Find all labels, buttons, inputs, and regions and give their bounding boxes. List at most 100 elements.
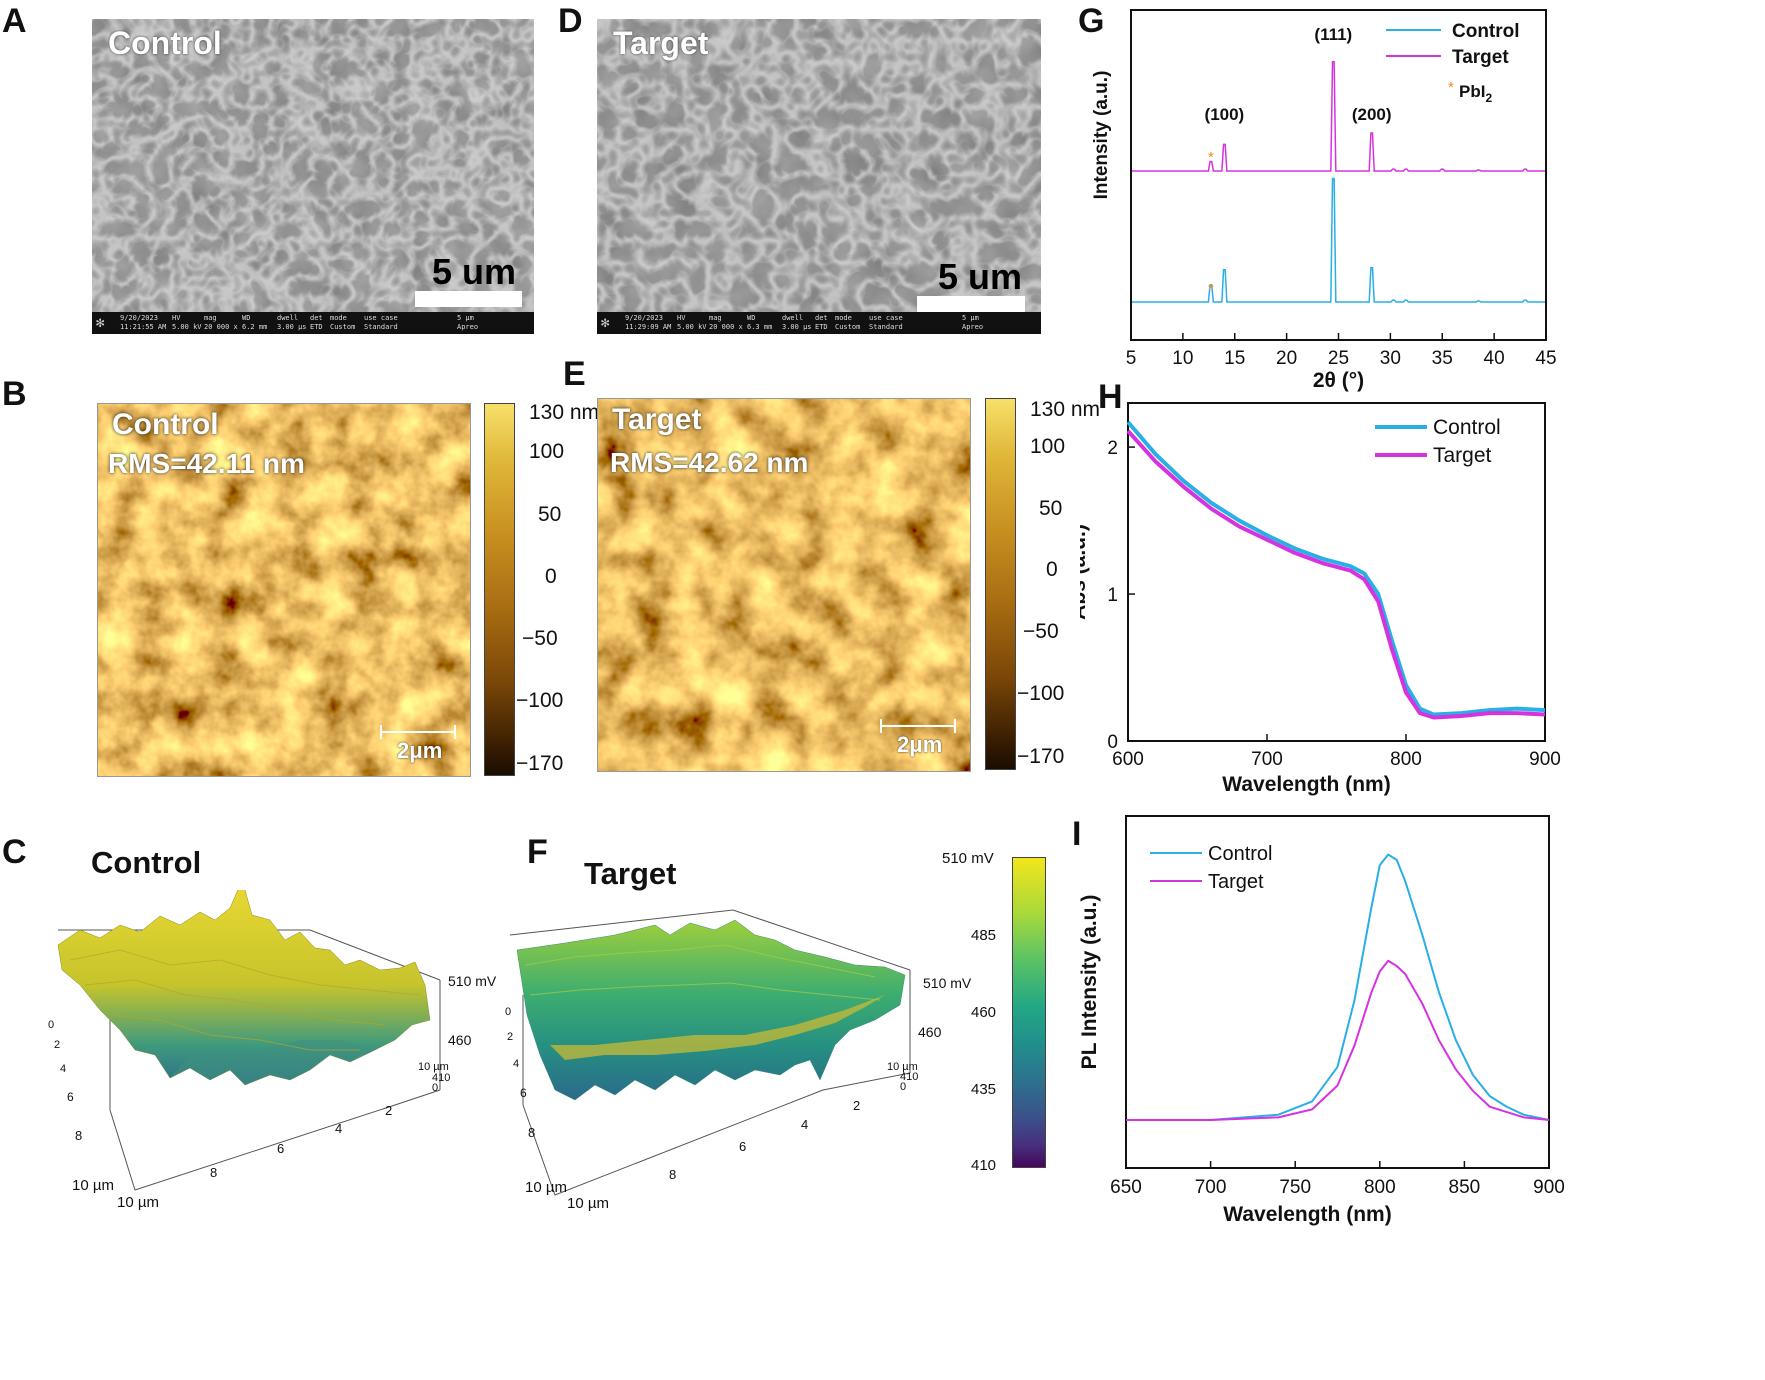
sem-info-mag: 20 000 x xyxy=(709,323,743,331)
afm-scale-bar-tick-left xyxy=(880,719,882,733)
sem-info-wd-label: WD xyxy=(242,314,251,322)
x-tick-label: 30 xyxy=(1380,348,1401,369)
kpfm-y-unit-label: 10 µm xyxy=(525,1179,567,1196)
x-tick-label: 650 xyxy=(1110,1177,1142,1198)
x-tick-label: 800 xyxy=(1390,749,1422,770)
x-tick-label: 5 xyxy=(1126,348,1137,369)
sem-scale-bar xyxy=(415,291,522,307)
kpfm-y-tick-4: 4 xyxy=(60,1063,66,1075)
sem-info-date: 9/20/2023 xyxy=(120,314,158,322)
x-tick-label: 25 xyxy=(1328,348,1349,369)
x-tick-label: 10 xyxy=(1172,348,1193,369)
series-line-control xyxy=(1126,420,1546,717)
panel-letter-h: H xyxy=(1098,378,1123,416)
kpfm-y-end-label: 10 µm xyxy=(418,1061,449,1073)
kpfm-z-low-label: 410 xyxy=(432,1072,450,1084)
afm-colorbar-tick-m170: −170 xyxy=(1017,745,1065,768)
kpfm-ridge-lines xyxy=(69,949,421,1051)
panel-letter-e: E xyxy=(563,355,586,393)
series-line-control xyxy=(1132,177,1545,303)
kpfm-surface-highlight xyxy=(550,995,885,1060)
sem-image-control: Control 5 um ✻ 9/20/2023 11:21:55 AM HV … xyxy=(92,19,534,334)
afm-image-target: Target RMS=42.62 nm 2μm xyxy=(597,398,971,772)
afm-colorbar-tick-0: 0 xyxy=(545,565,557,588)
afm-colorbar-tick-m170: −170 xyxy=(516,752,564,775)
plot-frame xyxy=(1125,815,1550,1169)
afm-image-control: Control RMS=42.11 nm 2μm xyxy=(97,403,471,777)
kpfm-x-tick-6: 6 xyxy=(739,1139,746,1154)
afm-grain-texture xyxy=(98,404,470,776)
sem-info-mag: 20 000 x xyxy=(204,323,238,331)
y-tick-label: 0 xyxy=(1107,732,1118,753)
afm-colorbar-tick-0: 0 xyxy=(1046,558,1058,581)
afm-scale-bar-tick-right xyxy=(954,719,956,733)
panel-letter-i: I xyxy=(1072,815,1082,853)
sem-info-hv-label: HV xyxy=(677,314,686,322)
sem-info-mode: Custom xyxy=(330,323,356,331)
kpfm-3d-surface-target: 510 mV 460 10 µm 410 0 10 µm 10 µm 2 4 6… xyxy=(505,909,972,1212)
kpfm-x-tick-6: 6 xyxy=(277,1141,284,1156)
afm-colorbar-tick-130: 130 nm xyxy=(529,401,600,424)
series-line-target xyxy=(1132,61,1545,172)
kpfm-z-low-label: 410 xyxy=(900,1071,918,1083)
kpfm-zero-label: 0 xyxy=(900,1081,906,1093)
kpfm-title-control: Control xyxy=(91,845,202,880)
legend-label-target: Target xyxy=(1208,871,1264,893)
kpfm-y-tick-0: 0 xyxy=(505,1006,511,1018)
kpfm-y-tick-0: 0 xyxy=(48,1019,54,1031)
kpfm-x-tick-4: 4 xyxy=(335,1121,342,1136)
panel-letter-d: D xyxy=(558,2,583,40)
x-tick-label: 15 xyxy=(1224,348,1245,369)
afm-scale-bar-tick-right xyxy=(454,725,456,739)
sem-info-mag-label: mag xyxy=(204,314,217,322)
sem-info-wd: 6.2 mm xyxy=(242,323,268,331)
sem-info-wd: 6.3 mm xyxy=(747,323,773,331)
sem-scale-text: 5 um xyxy=(432,251,517,292)
afm-colorbar-tick-m50: −50 xyxy=(1023,620,1059,643)
y-axis-title: Abs (a.u.) xyxy=(1080,524,1090,620)
y-axis-title: PL Intensity (a.u.) xyxy=(1080,895,1101,1070)
afm-scale-text: 2μm xyxy=(397,738,443,763)
kpfm-box-edges xyxy=(58,929,441,1191)
sem-info-mode-label: mode xyxy=(330,314,347,322)
sem-info-brand: Apreo xyxy=(962,323,984,331)
sem-scale-text: 5 um xyxy=(938,256,1023,297)
x-tick-label: 40 xyxy=(1484,348,1505,369)
kpfm-y-tick-4: 4 xyxy=(513,1058,519,1070)
sem-info-date: 9/20/2023 xyxy=(625,314,663,322)
afm-colorbar-tick-m100: −100 xyxy=(1017,682,1065,705)
series-line-target xyxy=(1126,959,1550,1121)
afm-scale-bar xyxy=(880,725,956,727)
x-tick-label: 700 xyxy=(1251,749,1283,770)
legend-label-target: Target xyxy=(1452,47,1509,68)
kpfm-z-mid-label: 460 xyxy=(448,1032,472,1048)
kpfm-ridge-lines xyxy=(524,944,881,1001)
x-tick-label: 850 xyxy=(1449,1177,1481,1198)
sem-info-scale: 5 µm xyxy=(962,314,979,322)
kpfm-x-tick-8: 8 xyxy=(669,1167,676,1182)
kpfm-y-end-label: 10 µm xyxy=(887,1061,918,1073)
x-tick-label: 45 xyxy=(1535,348,1556,369)
afm-colorbar-tick-100: 100 xyxy=(1030,435,1066,458)
panel-letter-a: A xyxy=(2,2,27,40)
sem-info-dwell-label: dwell xyxy=(782,314,804,322)
x-tick-label: 20 xyxy=(1276,348,1297,369)
plot-frame xyxy=(1127,402,1546,742)
afm-colorbar-control xyxy=(484,403,515,776)
sem-info-bar: ✻ 9/20/2023 11:29:09 AM HV 5.00 kV mag 2… xyxy=(597,312,1041,334)
kpfm-y-unit-label: 10 µm xyxy=(72,1177,114,1194)
pbi2-asterisk-icon: * xyxy=(1208,281,1214,298)
sem-info-bar: ✻ 9/20/2023 11:21:55 AM HV 5.00 kV mag 2… xyxy=(92,312,534,334)
sem-image-target: Target 5 um ✻ 9/20/2023 11:29:09 AM HV 5… xyxy=(597,19,1041,334)
sem-grain-texture xyxy=(92,19,534,312)
kpfm-x-tick-4: 4 xyxy=(801,1117,808,1132)
afm-colorbar-target xyxy=(985,398,1016,770)
afm-title: Target xyxy=(612,403,702,436)
peak-label: (200) xyxy=(1352,105,1392,124)
peak-label: (100) xyxy=(1205,105,1245,124)
sem-logo-icon: ✻ xyxy=(601,315,610,331)
sem-info-mode-label: mode xyxy=(835,314,852,322)
kpfm-colorbar-tick-510: 510 mV xyxy=(942,850,994,867)
y-tick-label: 1 xyxy=(1107,585,1118,606)
sem-info-hv: 5.00 kV xyxy=(172,323,202,331)
